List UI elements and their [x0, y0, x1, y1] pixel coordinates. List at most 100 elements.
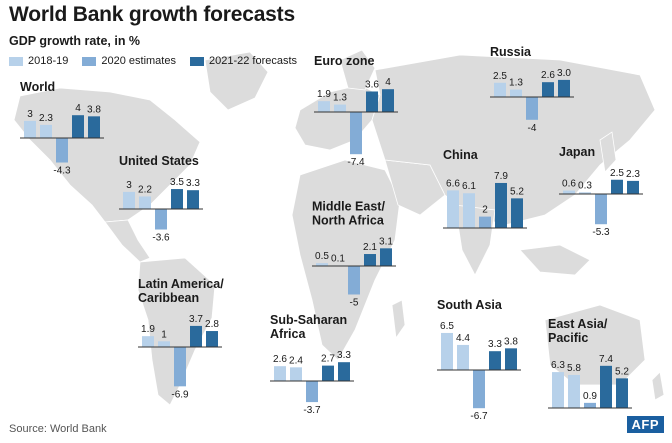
region-chart-world: World 3 2.3 -4.3 4 3.8	[20, 80, 104, 177]
value-label-east-asia-pacific-2: 5.8	[567, 363, 581, 374]
value-label-sub-saharan-africa-5: 3.3	[337, 350, 351, 361]
region-title-japan: Japan	[559, 145, 595, 159]
bar-sub-saharan-africa-2	[290, 367, 302, 381]
value-label-china-1: 6.6	[446, 178, 460, 189]
bar-south-asia-1	[441, 332, 453, 370]
region-chart-middle-east-north-africa: Middle East/North Africa 0.5 0.1 -5 2.13.1	[312, 199, 396, 309]
value-label-latin-america-caribbean-2: 1	[161, 329, 167, 340]
value-label-japan-1: 0.6	[562, 179, 576, 190]
value-label-euro-zone-2: 1.3	[333, 93, 347, 104]
legend-label-2020: 2020 estimates	[101, 55, 176, 67]
region-chart-russia: Russia 2.51.3 -4 2.6 3.0	[490, 45, 574, 134]
bar-china-2	[463, 193, 475, 228]
legend-swatch-2022	[189, 56, 204, 66]
bar-latin-america-caribbean-2	[158, 341, 170, 347]
value-label-sub-saharan-africa-2: 2.4	[289, 355, 303, 366]
bar-east-asia-pacific-4	[600, 365, 612, 408]
region-title-south-asia: South Asia	[437, 298, 503, 312]
bar-east-asia-pacific-5	[616, 378, 628, 408]
value-label-euro-zone-3: -7.4	[347, 157, 365, 168]
value-label-latin-america-caribbean-4: 3.7	[189, 314, 203, 325]
bar-world-3	[56, 138, 68, 163]
bar-east-asia-pacific-1	[552, 372, 564, 408]
bar-japan-2	[579, 192, 591, 194]
value-label-east-asia-pacific-5: 5.2	[615, 366, 629, 377]
region-title-world: World	[20, 80, 55, 94]
region-title-middle-east-north-africa-line-1: Middle East/	[312, 199, 385, 213]
bar-middle-east-north-africa-5	[380, 248, 392, 266]
bar-euro-zone-4	[366, 91, 378, 112]
bar-japan-1	[563, 190, 575, 194]
region-chart-euro-zone: Euro zone 1.9 1.3 -7.4 3.6 4	[314, 54, 398, 168]
bar-russia-3	[526, 97, 538, 120]
value-label-china-2: 6.1	[462, 181, 476, 192]
bar-united-states-4	[171, 189, 183, 209]
bar-middle-east-north-africa-3	[348, 266, 360, 295]
region-title-china: China	[443, 148, 479, 162]
bar-world-1	[24, 120, 36, 138]
value-label-latin-america-caribbean-1: 1.9	[141, 324, 155, 335]
legend-label-2022: 2021-22 forecasts	[208, 55, 298, 67]
value-label-united-states-5: 3.3	[186, 178, 200, 189]
legend-item-2022: 2021-22 forecasts	[189, 55, 298, 67]
bar-united-states-1	[123, 191, 135, 209]
region-chart-china: China 6.6 6.1 2 7.95.2	[443, 148, 527, 229]
bar-south-asia-2	[457, 344, 469, 370]
page-subtitle: GDP growth rate, in %	[9, 34, 141, 48]
region-title-east-asia-pacific-line-2: Pacific	[548, 331, 588, 345]
bar-world-2	[40, 124, 52, 138]
value-label-east-asia-pacific-1: 6.3	[551, 360, 565, 371]
value-label-sub-saharan-africa-3: -3.7	[303, 405, 321, 416]
bar-japan-4	[611, 179, 623, 194]
region-title-latin-america-caribbean-line-2: Caribbean	[138, 291, 199, 305]
value-label-world-5: 3.8	[87, 104, 101, 115]
value-label-south-asia-1: 6.5	[440, 321, 454, 332]
bar-euro-zone-3	[350, 112, 362, 155]
value-label-east-asia-pacific-4: 7.4	[599, 354, 613, 365]
legend-label-2018: 2018-19	[28, 55, 69, 67]
legend-swatch-2018	[9, 56, 23, 66]
bar-latin-america-caribbean-4	[190, 325, 202, 347]
value-label-south-asia-2: 4.4	[456, 333, 470, 344]
region-chart-south-asia: South Asia 6.54.4 -6.7 3.3 3.8	[437, 298, 521, 422]
value-label-russia-5: 3.0	[557, 68, 571, 79]
region-chart-latin-america-caribbean: Latin America/Caribbean 1.9 1 -6.9 3.7 2.8	[138, 277, 224, 400]
value-label-japan-4: 2.5	[610, 168, 624, 179]
value-label-middle-east-north-africa-1: 0.5	[315, 251, 329, 262]
bar-sub-saharan-africa-5	[338, 362, 350, 381]
value-label-middle-east-north-africa-3: -5	[350, 298, 359, 309]
value-label-sub-saharan-africa-1: 2.6	[273, 354, 287, 365]
region-chart-east-asia-pacific: East Asia/Pacific 6.3 5.8 0.9 7.45.2	[548, 317, 632, 409]
value-label-russia-4: 2.6	[541, 70, 555, 81]
value-label-euro-zone-5: 4	[385, 77, 391, 88]
bar-united-states-5	[187, 190, 199, 209]
region-chart-japan: Japan 0.6 0.3 -5.3 2.5 2.3	[559, 145, 643, 238]
value-label-china-3: 2	[482, 205, 488, 216]
legend-swatch-2020	[82, 56, 97, 66]
value-label-japan-5: 2.3	[626, 169, 640, 180]
value-label-latin-america-caribbean-3: -6.9	[171, 389, 189, 400]
value-label-world-2: 2.3	[39, 113, 53, 124]
bar-russia-4	[542, 82, 554, 97]
bar-china-1	[447, 190, 459, 228]
bar-south-asia-5	[505, 348, 517, 370]
bar-east-asia-pacific-2	[568, 374, 580, 408]
value-label-south-asia-4: 3.3	[488, 339, 502, 350]
value-label-middle-east-north-africa-5: 3.1	[379, 236, 393, 247]
region-title-united-states: United States	[119, 154, 199, 168]
value-label-world-1: 3	[27, 109, 33, 120]
bar-south-asia-3	[473, 370, 485, 409]
page-title: World Bank growth forecasts	[9, 3, 295, 26]
region-title-latin-america-caribbean-line-1: Latin America/	[138, 277, 224, 291]
value-label-japan-3: -5.3	[592, 227, 610, 238]
region-title-middle-east-north-africa-line-2: North Africa	[312, 213, 385, 227]
value-label-middle-east-north-africa-2: 0.1	[331, 253, 345, 264]
value-label-russia-2: 1.3	[509, 78, 523, 89]
value-label-russia-1: 2.5	[493, 71, 507, 82]
value-label-china-4: 7.9	[494, 171, 508, 182]
bar-latin-america-caribbean-3	[174, 347, 186, 387]
bar-middle-east-north-africa-4	[364, 254, 376, 266]
value-label-united-states-1: 3	[126, 180, 132, 191]
region-title-euro-zone: Euro zone	[314, 54, 374, 68]
